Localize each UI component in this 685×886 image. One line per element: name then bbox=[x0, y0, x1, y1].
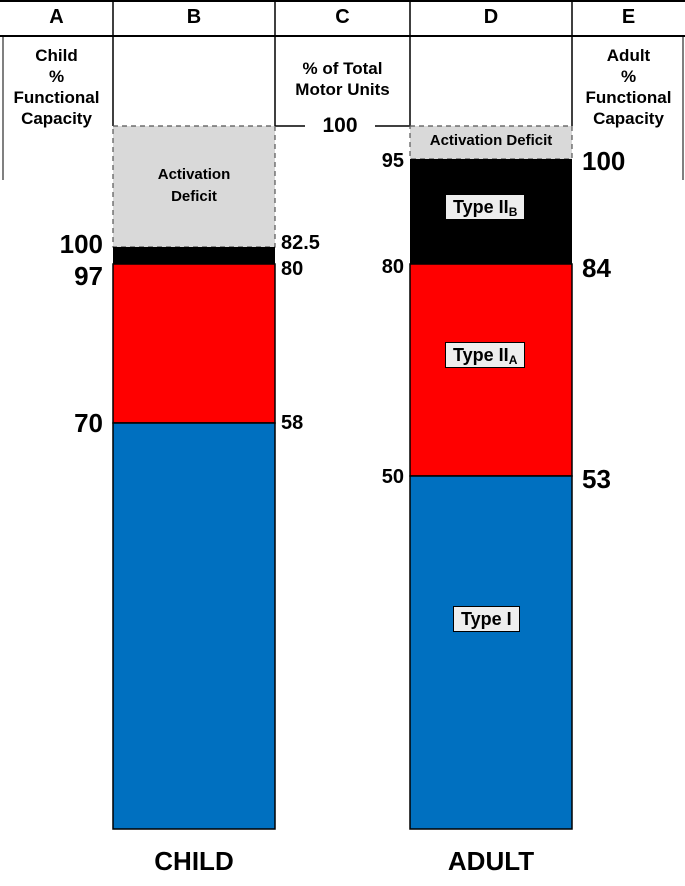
type1-label: Type I bbox=[453, 606, 520, 632]
child-functional-capacity-title: Child % Functional Capacity bbox=[0, 45, 113, 129]
type2a-label-text: Type II bbox=[453, 345, 509, 365]
type2b-label: Type IIB bbox=[445, 194, 526, 220]
column-e-header: E bbox=[621, 6, 636, 28]
child-functional-tick-100: 100 bbox=[59, 229, 103, 259]
title-line: Child bbox=[35, 46, 78, 65]
adult-bar-label: ADULT bbox=[447, 846, 535, 876]
child-motor-unit-tick-82-5: 82.5 bbox=[281, 232, 320, 254]
child-functional-tick-70: 70 bbox=[74, 408, 103, 438]
title-line: Capacity bbox=[21, 109, 92, 128]
adult-activation-deficit-segment bbox=[409, 125, 573, 160]
type2a-label-subscript: A bbox=[508, 353, 518, 367]
child-motor-unit-tick-80: 80 bbox=[281, 258, 304, 280]
column-d-header: D bbox=[483, 6, 499, 28]
child-bar-label: CHILD bbox=[154, 846, 234, 876]
title-line: Adult bbox=[606, 46, 651, 65]
total-motor-units-100-tick: 100 bbox=[322, 114, 358, 137]
adult-functional-tick-100: 100 bbox=[582, 146, 626, 176]
title-line: Capacity bbox=[593, 109, 664, 128]
child-type1-segment bbox=[112, 422, 276, 830]
type2b-label-text: Type II bbox=[453, 197, 509, 217]
title-line: % of Total bbox=[302, 59, 383, 78]
column-a-header: A bbox=[49, 6, 64, 28]
column-c-header: C bbox=[335, 6, 350, 28]
title-line: % bbox=[620, 67, 637, 86]
type2a-label: Type IIA bbox=[445, 342, 526, 368]
motor-units-title: % of Total Motor Units bbox=[275, 58, 410, 100]
deficit-line: Activation bbox=[157, 166, 231, 183]
deficit-line: Deficit bbox=[171, 188, 217, 205]
adult-activation-deficit-label: Activation Deficit bbox=[429, 132, 553, 149]
adult-type2a-segment bbox=[409, 263, 573, 477]
adult-functional-tick-84: 84 bbox=[582, 253, 611, 283]
column-b-header: B bbox=[186, 6, 202, 28]
title-line: % bbox=[48, 67, 65, 86]
child-functional-tick-97: 97 bbox=[74, 261, 103, 291]
child-type2b-segment bbox=[113, 247, 275, 264]
child-activation-deficit-label: Activation Deficit bbox=[113, 164, 275, 208]
adult-functional-tick-53: 53 bbox=[582, 464, 611, 494]
child-type2a-segment bbox=[112, 263, 276, 424]
title-line: Functional bbox=[585, 88, 672, 107]
adult-type1-segment bbox=[409, 475, 573, 830]
adult-functional-capacity-title: Adult % Functional Capacity bbox=[572, 45, 685, 129]
adult-motor-unit-tick-95: 95 bbox=[381, 150, 404, 172]
adult-motor-unit-tick-50: 50 bbox=[381, 466, 404, 488]
title-line: Motor Units bbox=[295, 80, 390, 99]
title-line: Functional bbox=[13, 88, 100, 107]
type2b-label-subscript: B bbox=[508, 205, 518, 219]
adult-motor-unit-tick-80: 80 bbox=[381, 256, 404, 278]
child-motor-unit-tick-58: 58 bbox=[281, 412, 304, 434]
